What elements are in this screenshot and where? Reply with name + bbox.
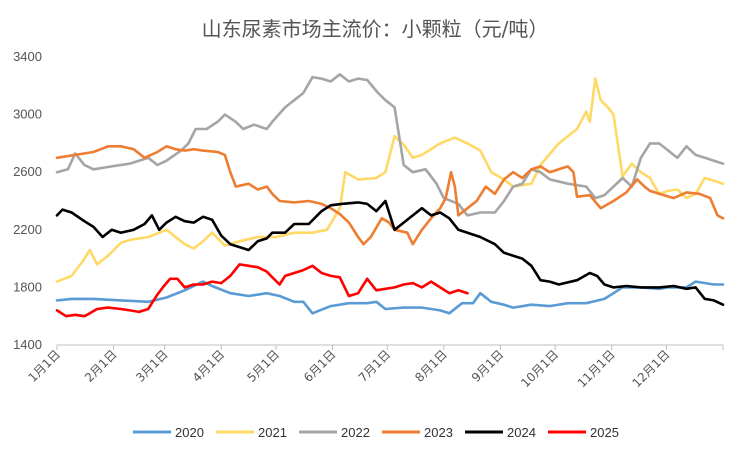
- legend-label-2020: 2020: [175, 425, 204, 440]
- series-line-2025: [55, 263, 469, 318]
- x-tick-label: 4月1日: [190, 347, 228, 385]
- legend: 2020 2021 2022 2023 2024 2025: [133, 425, 619, 440]
- series-line-2023: [55, 145, 725, 246]
- y-axis-ticks: 1400 1800 2200 2600 3000 3400: [13, 49, 42, 352]
- x-tick-label: 5月1日: [244, 347, 282, 385]
- x-axis: 1月1日 2月1日 3月1日 4月1日 5月1日 6月1日 7月1日 8月1日 9月1日 10月1…: [25, 344, 724, 390]
- chart-title: 山东尿素市场主流价：小颗粒（元/吨）: [202, 17, 549, 41]
- x-tick-label: 2月1日: [82, 347, 120, 385]
- y-tick-label: 2600: [13, 164, 42, 179]
- x-tick-label: 6月1日: [301, 347, 339, 385]
- x-tick-label: 1月1日: [25, 347, 63, 385]
- legend-label-2025: 2025: [590, 425, 619, 440]
- y-tick-label: 3400: [13, 49, 42, 64]
- y-tick-label: 3000: [13, 107, 42, 122]
- legend-label-2023: 2023: [424, 425, 453, 440]
- series-line-2024: [55, 199, 725, 307]
- legend-label-2021: 2021: [258, 425, 287, 440]
- legend-label-2024: 2024: [507, 425, 536, 440]
- x-tick-label: 9月1日: [469, 347, 507, 385]
- y-tick-label: 2200: [13, 222, 42, 237]
- series-line-2021: [55, 77, 725, 283]
- x-tick-label: 3月1日: [133, 347, 171, 385]
- x-tick-label: 8月1日: [412, 347, 450, 385]
- y-tick-label: 1800: [13, 279, 42, 294]
- series-line-2022: [55, 73, 725, 217]
- x-tick-label: 12月1日: [629, 347, 672, 390]
- y-tick-label: 1400: [13, 337, 42, 352]
- x-tick-label: 10月1日: [518, 347, 561, 390]
- series-lines: [55, 73, 725, 318]
- x-tick-label: 7月1日: [356, 347, 394, 385]
- x-tick-label: 11月1日: [575, 347, 618, 390]
- legend-label-2022: 2022: [341, 425, 370, 440]
